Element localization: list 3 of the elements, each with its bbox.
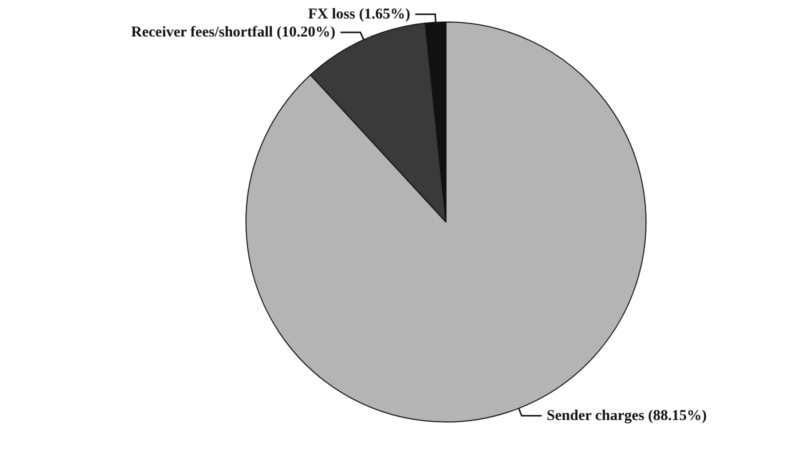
slice-label: Receiver fees/shortfall (10.20%) [131, 24, 336, 40]
slice-label: FX loss (1.65%) [308, 6, 410, 22]
slice-label: Sender charges (88.15%) [546, 408, 707, 424]
